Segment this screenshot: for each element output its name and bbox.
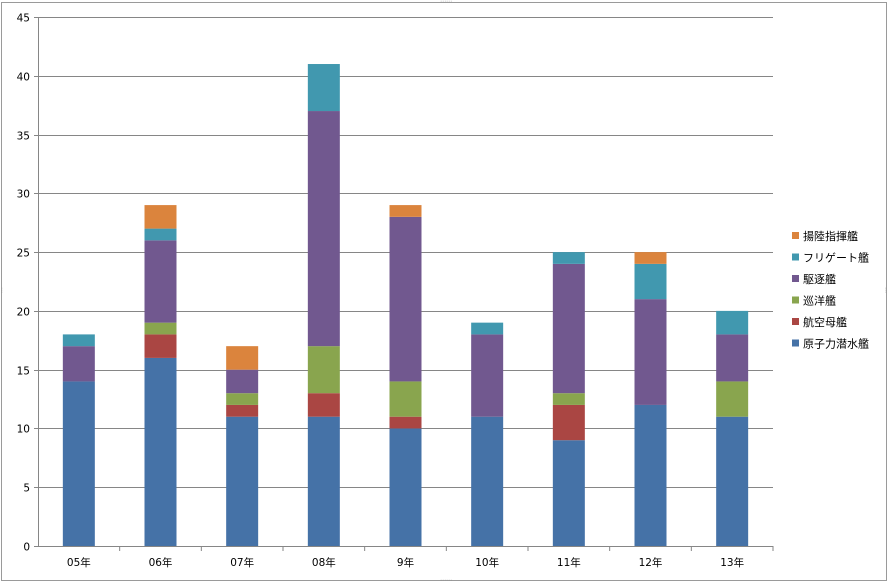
bars: [62, 64, 749, 546]
legend-label: 原子力潜水艦: [803, 337, 869, 351]
x-tick-label: 05年: [67, 556, 91, 569]
legend-label: 巡洋艦: [803, 294, 836, 308]
bar-segment[interactable]: [62, 381, 95, 546]
bar-segment[interactable]: [552, 263, 585, 394]
legend-label: 揚陸指揮艦: [803, 229, 858, 243]
bar-segment[interactable]: [552, 404, 585, 441]
bar-segment[interactable]: [634, 263, 667, 300]
bar-segment[interactable]: [226, 393, 259, 405]
y-tick-label: 20: [17, 307, 30, 319]
x-tick-label: 11年: [557, 556, 581, 569]
bar-segment[interactable]: [634, 299, 667, 405]
legend-label: 航空母艦: [803, 315, 847, 329]
bar-segment[interactable]: [634, 252, 667, 264]
legend-swatch: [792, 275, 799, 282]
bar-segment[interactable]: [62, 334, 95, 347]
bar-segment[interactable]: [226, 369, 259, 394]
legend-swatch: [792, 253, 799, 261]
y-tick-label: 25: [17, 248, 30, 260]
legend-label: フリゲート艦: [803, 251, 869, 265]
bar-segment[interactable]: [552, 440, 585, 546]
x-tick-label: 06年: [149, 556, 173, 569]
bar-segment[interactable]: [389, 381, 422, 417]
x-tick-label: 10年: [475, 556, 499, 569]
bar-segment[interactable]: [226, 416, 259, 546]
bar-segment[interactable]: [471, 334, 504, 417]
y-tick-label: 45: [17, 13, 30, 25]
bar-segment[interactable]: [307, 393, 340, 417]
bar-segment[interactable]: [307, 416, 340, 546]
bar-segment[interactable]: [226, 346, 259, 370]
legend-swatch: [792, 318, 799, 325]
bar-segment[interactable]: [389, 205, 422, 217]
bar-segment[interactable]: [307, 64, 340, 112]
bar-segment[interactable]: [716, 334, 749, 382]
y-tick-label: 5: [23, 483, 30, 495]
bar-segment[interactable]: [552, 252, 585, 264]
bar-segment[interactable]: [144, 334, 177, 358]
bar-segment[interactable]: [226, 404, 259, 417]
resize-handle-left[interactable]: ⋮: [0, 287, 5, 294]
bar-segment[interactable]: [144, 205, 177, 229]
bar-segment[interactable]: [634, 404, 667, 546]
resize-handle-bottom[interactable]: ⋯⋯: [440, 577, 452, 584]
bar-segment[interactable]: [307, 346, 340, 394]
bar-segment[interactable]: [716, 381, 749, 417]
bar-segment[interactable]: [144, 240, 177, 323]
y-tick-label: 15: [17, 366, 30, 378]
bar-segment[interactable]: [716, 416, 749, 546]
y-tick-label: 30: [17, 189, 30, 201]
x-tick-label: 08年: [312, 556, 336, 569]
axes: 0 5 10 15 20 25 30 35 40 45 05年 06年 07年 08年 9年 10年 11年 12…: [17, 13, 774, 569]
bar-segment[interactable]: [471, 322, 504, 335]
bar-segment[interactable]: [144, 322, 177, 335]
x-tick-label: 9年: [397, 556, 414, 569]
x-tick-label: 07年: [230, 556, 254, 569]
bar-segment[interactable]: [552, 393, 585, 405]
bar-segment[interactable]: [144, 228, 177, 241]
bar-segment[interactable]: [389, 216, 422, 382]
legend-label: 駆逐艦: [803, 272, 836, 286]
bar-segment[interactable]: [144, 357, 177, 546]
x-tick-label: 12年: [639, 556, 663, 569]
bar-segment[interactable]: [389, 428, 422, 546]
bar-segment[interactable]: [471, 416, 504, 546]
y-tick-label: 40: [17, 72, 30, 84]
y-tick-label: 0: [23, 542, 30, 554]
y-tick-label: 10: [17, 424, 30, 436]
x-tick-label: 13年: [720, 556, 744, 569]
bar-segment[interactable]: [389, 416, 422, 429]
y-tick-label: 35: [17, 131, 30, 143]
legend-swatch: [792, 339, 799, 347]
resize-handle-top[interactable]: ⋯⋯: [440, 0, 452, 5]
legend-swatch: [792, 232, 799, 239]
resize-handle-right[interactable]: ⋮: [883, 287, 889, 294]
bar-segment[interactable]: [62, 346, 95, 382]
bar-segment[interactable]: [307, 111, 340, 347]
bar-segment[interactable]: [716, 310, 749, 335]
legend-swatch: [792, 296, 799, 304]
